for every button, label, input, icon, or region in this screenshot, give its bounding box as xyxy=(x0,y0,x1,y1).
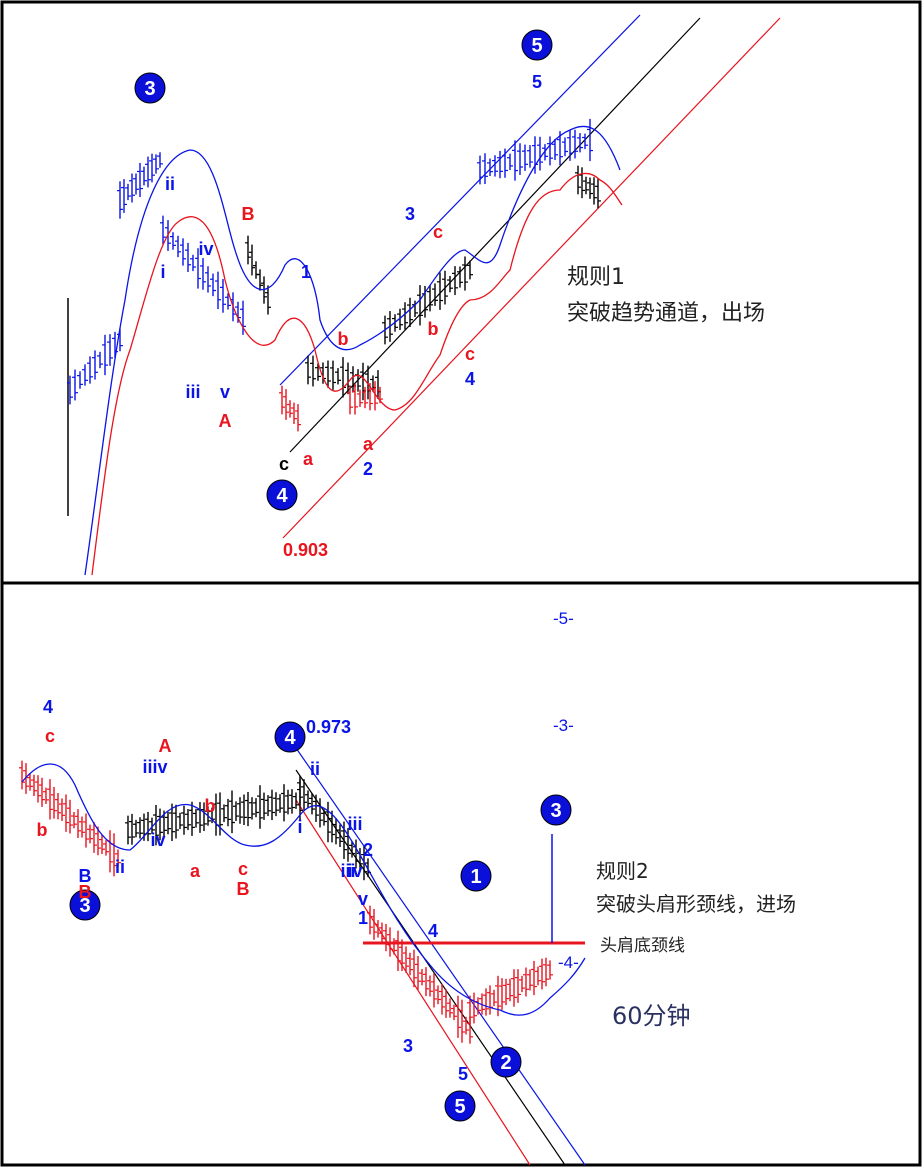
wave-label-blue: 2 xyxy=(363,459,373,479)
moving-average-blue xyxy=(84,125,621,576)
wave-label-red: A xyxy=(159,736,172,756)
wave-label-red: b xyxy=(37,820,48,840)
wave-label-blue: 1 xyxy=(358,908,368,928)
wave-label-blue: 1 xyxy=(301,262,311,282)
wave-label-red: B xyxy=(237,879,250,899)
wave-label-red: b xyxy=(428,319,439,339)
wave-circle xyxy=(274,721,306,753)
wave-label-blue: v xyxy=(358,889,368,909)
wave-label-red: b xyxy=(338,329,349,349)
wave-circle-text: 5 xyxy=(454,1096,465,1118)
wave-label-red: B xyxy=(242,204,255,224)
ratio-label: 0.973 xyxy=(306,717,351,737)
wave-label-blue: ii xyxy=(115,857,125,877)
neckline-label: 头肩底颈线 xyxy=(600,936,685,956)
target-4-label: -4- xyxy=(558,953,579,972)
rule1-title: 规则1 xyxy=(567,265,625,290)
moving-average-blue xyxy=(21,763,586,1016)
wave-circle-text: 1 xyxy=(470,866,481,888)
wave-label-red: c xyxy=(45,726,55,746)
wave-label-red: c xyxy=(238,859,248,879)
target-5-label: -5- xyxy=(553,609,574,628)
rule1-text: 突破趋势通道，出场 xyxy=(567,301,765,326)
wave-circle xyxy=(266,479,298,511)
channel-lower-line xyxy=(295,799,531,1166)
moving-average-red xyxy=(91,172,623,576)
wave-circle-text: 4 xyxy=(276,485,288,507)
rule2-text: 突破头肩形颈线，进场 xyxy=(596,892,796,916)
wave-circle xyxy=(460,860,492,892)
rule2-title: 规则2 xyxy=(596,859,649,883)
wave-label-blue: 4 xyxy=(465,369,475,389)
wave-circle xyxy=(521,29,553,61)
wave-circle-text: 3 xyxy=(79,895,90,917)
wave-circle xyxy=(69,889,101,921)
ratio-label: 0.903 xyxy=(283,540,328,560)
wave-label-blue: 4 xyxy=(428,921,438,941)
wave-label-red: A xyxy=(219,411,232,431)
wave-circle-text: 3 xyxy=(550,800,561,822)
wave-circle xyxy=(444,1090,476,1122)
wave-label-blue: 5 xyxy=(532,72,542,92)
wave-circle-text: 3 xyxy=(144,78,155,100)
wave-circle-text: 5 xyxy=(531,35,542,57)
wave-label-red: B xyxy=(79,882,92,902)
wave-label-blue: iii xyxy=(347,814,362,834)
channel-upper-line xyxy=(279,14,641,386)
price-bars xyxy=(19,760,553,1044)
wave-label-blue: 4 xyxy=(43,697,53,717)
wave-label-black: c xyxy=(279,454,289,474)
wave-circle xyxy=(490,1046,522,1078)
wave-circle-text: 4 xyxy=(284,727,296,749)
timeframe-label: 60分钟 xyxy=(612,1002,691,1030)
channel-mid-line xyxy=(295,769,566,1166)
wave-label-red: c xyxy=(465,344,475,364)
wave-label-blue: i xyxy=(297,817,302,837)
wave-circle xyxy=(134,72,166,104)
wave-label-blue: B xyxy=(79,866,92,886)
wave-label-blue: 2 xyxy=(363,840,373,860)
channel-upper-line xyxy=(295,747,586,1166)
wave-label-red: b xyxy=(205,796,216,816)
wave-label-red: a xyxy=(303,449,314,469)
wave-label-blue: iiiv xyxy=(142,757,167,777)
wave-label-blue: ii xyxy=(165,174,175,194)
wave-label-blue: iii xyxy=(185,382,200,402)
down-channel-lines xyxy=(295,747,586,1166)
target-3-label: -3- xyxy=(553,716,574,735)
wave-circle xyxy=(540,794,572,826)
wave-label-red: a xyxy=(190,861,201,881)
wave-label-red: a xyxy=(363,434,374,454)
wave-circle-text: 2 xyxy=(500,1052,511,1074)
price-bars xyxy=(67,118,601,432)
wave-label-blue: 5 xyxy=(458,1064,468,1084)
wave-label-blue: i xyxy=(160,262,165,282)
wave-label-blue: 3 xyxy=(405,204,415,224)
wave-label-red: c xyxy=(433,222,443,242)
wave-label-blue: iv xyxy=(198,239,213,259)
wave-label-blue: iv xyxy=(347,861,362,881)
wave-label-blue: iii xyxy=(340,861,355,881)
wave-label-blue: v xyxy=(220,382,230,402)
wave-label-blue: 3 xyxy=(403,1036,413,1056)
channel-lower-line xyxy=(282,17,781,539)
wave-label-blue: iv xyxy=(150,830,165,850)
wave-label-blue: ii xyxy=(310,759,320,779)
